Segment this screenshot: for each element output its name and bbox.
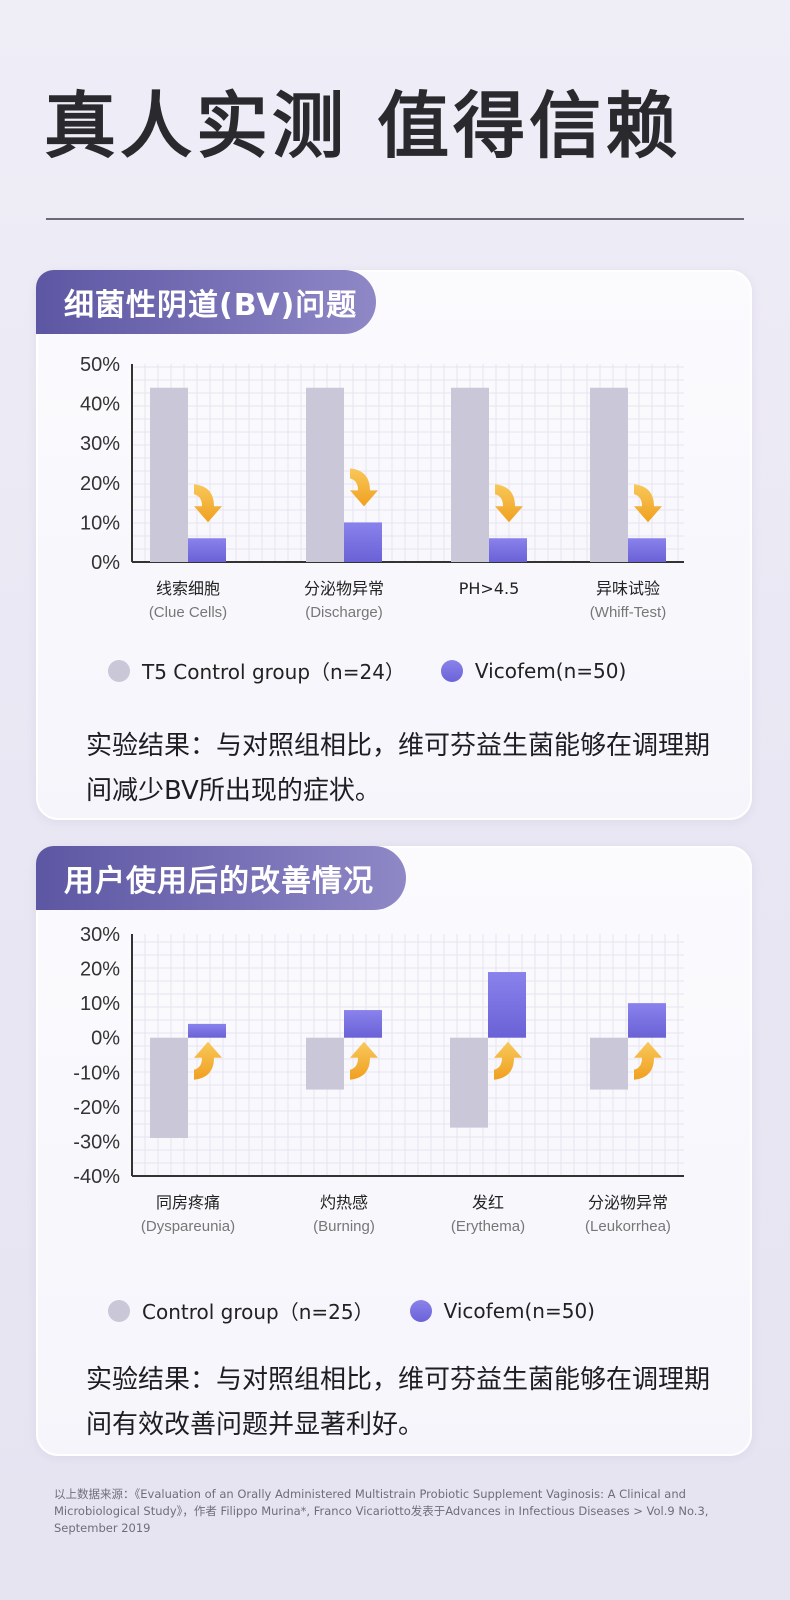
vicofem-bar	[489, 538, 527, 562]
control-bar	[306, 1037, 344, 1090]
control-bar	[451, 387, 489, 562]
category-sub-label: (Clue Cells)	[149, 604, 227, 621]
up-arrow-icon	[634, 1041, 662, 1080]
bv-result-text: 实验结果：与对照组相比，维可芬益生菌能够在调理期间减少BV所出现的症状。	[86, 731, 711, 806]
legend-vicofem-label: Vicofem(n=50)	[443, 1298, 595, 1323]
category-sub-label: (Whiff-Test)	[590, 604, 666, 621]
improvement-legend: Control group（n=25） Vicofem(n=50)	[108, 1296, 631, 1325]
y-tick-label: 30%	[80, 433, 120, 455]
improvement-chart: 30% 20% 10% 0% -10% -20% -30% -40% 同房疼痛 (Dyspareu…	[73, 926, 684, 1235]
down-arrow-icon	[350, 468, 378, 507]
vicofem-bar	[628, 1003, 666, 1038]
category-sub-label: (Dyspareunia)	[141, 1218, 235, 1235]
category-label: 分泌物异常	[304, 579, 384, 598]
category-sub-label: (Discharge)	[305, 604, 383, 621]
legend-control-swatch	[108, 659, 130, 682]
up-arrow-icon	[350, 1041, 378, 1080]
y-tick-label: 0%	[91, 552, 120, 574]
legend-control: T5 Control group（n=24）	[108, 656, 405, 685]
y-tick-label: 50%	[80, 354, 120, 376]
legend-vicofem: Vicofem(n=50)	[409, 1298, 595, 1323]
bv-card: 细菌性阴道(BV)问题 50% 40% 30% 20% 10% 0% 线索细胞 (Clue C…	[36, 270, 752, 820]
y-tick-label: 30%	[80, 926, 120, 946]
control-bar	[590, 1037, 628, 1090]
down-arrow-icon	[634, 484, 662, 523]
y-tick-label: -40%	[73, 1166, 120, 1188]
up-arrow-icon	[194, 1041, 222, 1080]
y-tick-label: 20%	[80, 473, 120, 495]
vicofem-bar	[344, 522, 382, 562]
control-bar	[450, 1037, 488, 1128]
control-bar	[150, 1037, 188, 1138]
legend-control-swatch	[108, 1299, 130, 1322]
category-label: 线索细胞	[156, 579, 220, 598]
category-label: PH>4.5	[459, 579, 520, 598]
category-label: 灼热感	[320, 1193, 368, 1212]
legend-vicofem-swatch	[440, 659, 463, 682]
legend-control: Control group（n=25）	[108, 1296, 374, 1325]
y-tick-label: 40%	[80, 394, 120, 416]
source-footnote: 以上数据来源：《Evaluation of an Orally Administ…	[54, 1487, 709, 1535]
control-bar	[306, 387, 344, 562]
category-label: 发红	[472, 1193, 504, 1212]
bv-chart: 50% 40% 30% 20% 10% 0% 线索细胞 (Clue Cells) 分泌物异常 (D…	[80, 354, 684, 621]
vicofem-bar	[188, 538, 226, 562]
category-label: 异味试验	[596, 579, 660, 598]
category-sub-label: (Leukorrhea)	[585, 1218, 671, 1235]
page-title: 真人实测 值得信赖	[44, 84, 682, 168]
y-tick-label: -30%	[73, 1131, 120, 1153]
improvement-card: 用户使用后的改善情况 30% 20% 10% 0% -10% -20% -30% -40% 同房…	[36, 846, 752, 1456]
vicofem-bar	[488, 972, 526, 1038]
y-tick-label: -20%	[73, 1097, 120, 1119]
legend-control-label: Control group（n=25）	[142, 1300, 374, 1324]
category-sub-label: (Erythema)	[451, 1218, 525, 1235]
vicofem-bar	[188, 1023, 226, 1038]
category-label: 同房疼痛	[156, 1193, 220, 1212]
category-label: 分泌物异常	[588, 1193, 668, 1212]
category-sub-label: (Burning)	[313, 1218, 375, 1235]
y-tick-label: 0%	[91, 1028, 120, 1050]
bv-card-tab: 细菌性阴道(BV)问题	[36, 270, 376, 334]
bv-legend: T5 Control group（n=24） Vicofem(n=50)	[108, 656, 662, 685]
improvement-card-tab: 用户使用后的改善情况	[36, 846, 406, 910]
legend-vicofem-swatch	[409, 1299, 432, 1322]
improvement-result-text: 实验结果：与对照组相比，维可芬益生菌能够在调理期间有效改善问题并显著利好。	[86, 1365, 711, 1440]
control-bar	[590, 387, 628, 562]
control-bar	[150, 387, 188, 562]
down-arrow-icon	[495, 484, 523, 523]
legend-vicofem-label: Vicofem(n=50)	[474, 658, 627, 683]
y-tick-label: 10%	[80, 993, 120, 1015]
y-tick-label: 20%	[80, 959, 120, 981]
y-tick-label: 10%	[80, 512, 120, 534]
up-arrow-icon	[494, 1041, 522, 1080]
legend-control-label: T5 Control group（n=24）	[142, 660, 405, 684]
y-tick-label: -10%	[73, 1062, 120, 1084]
vicofem-bar	[344, 1010, 382, 1038]
title-divider	[46, 218, 744, 220]
legend-vicofem: Vicofem(n=50)	[440, 658, 627, 683]
down-arrow-icon	[194, 484, 222, 523]
vicofem-bar	[628, 538, 666, 562]
